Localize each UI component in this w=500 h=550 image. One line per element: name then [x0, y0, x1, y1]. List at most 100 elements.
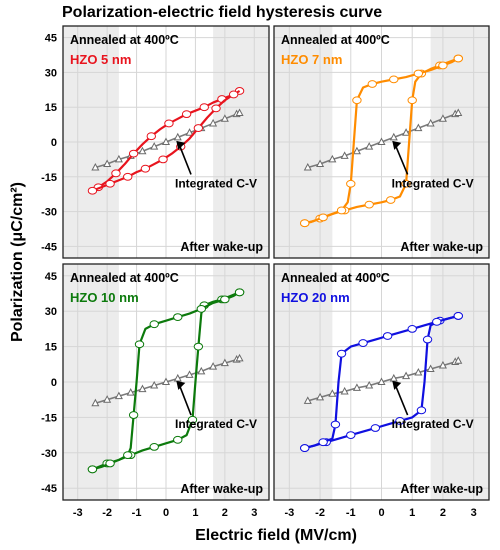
x-tick-label: -1 [346, 507, 356, 519]
cv-marker [91, 162, 100, 171]
sample-label: HZO 7 nm [281, 52, 342, 67]
pe-marker [164, 119, 174, 128]
panel-border [62, 263, 270, 501]
wake-label: After wake-up [400, 482, 483, 496]
x-tick-label: -3 [73, 507, 83, 519]
pe-marker [87, 186, 98, 195]
anneal-label: Annealed at 400ºC [281, 33, 390, 47]
pe-marker [181, 110, 192, 119]
cv-marker [303, 396, 312, 404]
pe-marker [407, 96, 417, 105]
cv-marker [161, 377, 171, 385]
pe-marker [386, 196, 396, 204]
pe-marker [389, 75, 399, 84]
y-tick-label: 30 [45, 67, 57, 79]
pe-marker [413, 69, 424, 78]
cv-marker [365, 142, 374, 150]
cv-marker [352, 146, 361, 155]
cv-marker [138, 146, 147, 155]
cv-arrow-line [178, 384, 192, 416]
pe-marker [395, 417, 405, 425]
pe-loop-lower-branch [304, 57, 459, 225]
cv-marker [197, 366, 206, 375]
pe-marker [346, 431, 356, 440]
pe-marker [187, 415, 198, 424]
pe-marker [401, 179, 411, 188]
cv-marker [389, 132, 398, 141]
cv-label: Integrated C-V [175, 176, 257, 190]
pe-marker [158, 155, 168, 164]
cv-marker [220, 358, 229, 367]
x-tick-label: 1 [192, 507, 198, 519]
cv-marker [438, 114, 447, 122]
pe-marker [300, 444, 310, 452]
anneal-label: Annealed at 400ºC [70, 271, 179, 285]
pe-marker [438, 61, 448, 70]
pe-marker [346, 179, 356, 188]
cv-marker [414, 123, 423, 132]
pe-marker [453, 312, 463, 320]
x-tick-label: -1 [132, 507, 142, 519]
pe-marker [105, 459, 115, 468]
pe-marker [318, 213, 328, 222]
pe-marker [149, 443, 159, 451]
figure-title: Polarization-electric field hysteresis c… [62, 4, 383, 21]
cv-marker [389, 373, 398, 382]
pe-marker [336, 206, 347, 215]
pe-marker [367, 80, 377, 88]
cv-marker [161, 137, 171, 145]
cv-marker [402, 371, 411, 380]
anneal-label: Annealed at 400ºC [70, 33, 179, 47]
anneal-label: Annealed at 400ºC [281, 271, 390, 285]
cv-marker [426, 364, 435, 373]
pe-marker [358, 339, 368, 347]
cv-arrow-head [176, 140, 186, 150]
y-tick-label: 0 [51, 377, 57, 389]
pe-marker [111, 169, 121, 178]
cv-marker [426, 118, 435, 127]
x-tick-label: -2 [102, 507, 112, 519]
pe-marker [140, 164, 151, 173]
pe-marker [453, 54, 463, 63]
cv-marker [103, 159, 112, 168]
pe-marker [330, 420, 341, 429]
x-tick-label: -2 [315, 507, 325, 519]
cv-arrow-head [392, 140, 402, 150]
cv-marker [126, 388, 135, 396]
y-tick-label: -45 [41, 241, 57, 253]
pe-marker [364, 200, 374, 209]
pe-marker [228, 90, 239, 99]
pe-marker [352, 96, 362, 105]
y-tick-label: -15 [41, 412, 57, 424]
cv-marker [114, 391, 123, 400]
pe-marker [123, 451, 133, 460]
y-axis-title: Polarization (μC/cm²) [9, 182, 26, 342]
pe-marker [134, 340, 145, 349]
cv-marker [377, 377, 386, 385]
cv-arrow-head [392, 380, 402, 390]
cv-marker [209, 118, 218, 127]
cv-label: Integrated C-V [392, 176, 474, 190]
y-tick-label: 45 [45, 33, 57, 45]
cv-marker [438, 360, 447, 369]
y-tick-label: -30 [41, 448, 57, 460]
wake-label: After wake-up [180, 240, 263, 254]
pe-marker [199, 103, 209, 112]
cv-marker [303, 162, 312, 171]
x-tick-label: 0 [378, 507, 384, 519]
pe-marker [382, 332, 393, 340]
pe-marker [193, 342, 204, 351]
pe-marker [407, 325, 417, 333]
pe-marker [234, 288, 245, 297]
wake-label: After wake-up [180, 482, 263, 496]
cv-marker [328, 389, 337, 397]
cv-marker [114, 154, 123, 163]
pe-marker [422, 335, 433, 344]
pe-marker [193, 124, 204, 132]
cv-marker [103, 395, 112, 403]
cv-marker [414, 367, 423, 376]
pe-marker [123, 172, 133, 181]
cv-marker [173, 373, 182, 382]
x-tick-label: 3 [251, 507, 257, 519]
